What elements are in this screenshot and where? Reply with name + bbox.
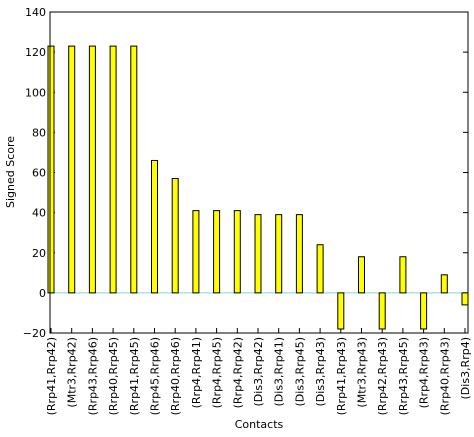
x-tick-label: (Rrp4,Rrp42) (231, 337, 244, 408)
x-tick-label: (Rrp43,Rrp46) (86, 337, 99, 415)
x-tick-label: (Dis3,Rrp42) (252, 337, 265, 406)
x-axis-label: Contacts (235, 418, 284, 431)
y-tick-label: 80 (32, 126, 46, 139)
x-tick-label: (Rrp40,Rrp43) (438, 337, 451, 415)
x-tick-label: (Rrp42,Rrp43) (376, 337, 389, 415)
y-tick-label: 120 (25, 46, 46, 59)
bar (275, 214, 283, 294)
y-axis-label: Signed Score (4, 136, 17, 208)
bar (358, 256, 365, 294)
y-tick-label: 60 (32, 167, 46, 180)
x-tick-label: (Rrp41,Rrp43) (335, 337, 348, 415)
x-tick-label: (Rrp4,Rrp45) (211, 337, 224, 408)
x-tick-label: (Rrp4,Rrp41) (190, 337, 203, 408)
x-tick-label: (Dis3,Rrp41) (273, 337, 286, 406)
bar (295, 214, 303, 294)
y-tick-label: 40 (32, 207, 46, 220)
x-tick-label: (Rrp40,Rrp45) (107, 337, 120, 415)
bar (337, 292, 345, 330)
x-tick-label: (Rrp40,Rrp46) (169, 337, 182, 415)
x-tick-label: (Dis3,Rrp45) (293, 337, 306, 406)
bar (68, 45, 76, 294)
y-tick-label: 140 (25, 6, 46, 19)
y-tick-label: 0 (39, 287, 46, 300)
bar (109, 45, 117, 294)
bar (88, 45, 96, 294)
x-tick-label: (Mtr3,Rrp43) (356, 337, 369, 408)
y-tick-label: 20 (32, 247, 46, 260)
y-tick-label: 100 (25, 86, 46, 99)
bar (420, 292, 428, 330)
bar (192, 210, 200, 294)
bar (151, 159, 158, 294)
bar (213, 210, 221, 294)
bar (399, 256, 407, 294)
x-tick-label: (Mtr3,Rrp42) (66, 337, 79, 408)
x-tick-label: (Rrp41,Rrp45) (128, 337, 141, 415)
bar (440, 274, 448, 294)
x-tick-label: (Rrp4,Rrp43) (418, 337, 431, 408)
bar (378, 292, 386, 330)
x-tick-label: (Rrp45,Rrp46) (149, 337, 162, 415)
bar (254, 214, 262, 294)
bar (461, 292, 469, 306)
bar (130, 45, 138, 294)
bar (316, 244, 324, 294)
x-tick-label: (Dis3,Rrp43) (314, 337, 327, 406)
bar (233, 210, 241, 294)
bar (47, 45, 55, 294)
x-tick-label: (Dis3,Rrp4) (459, 337, 472, 399)
plot-frame (49, 11, 469, 334)
bar (171, 178, 179, 294)
x-tick-label: (Rrp43,Rrp45) (397, 337, 410, 415)
x-tick-label: (Rrp41,Rrp42) (45, 337, 58, 415)
y-tick-label: −20 (23, 327, 46, 340)
